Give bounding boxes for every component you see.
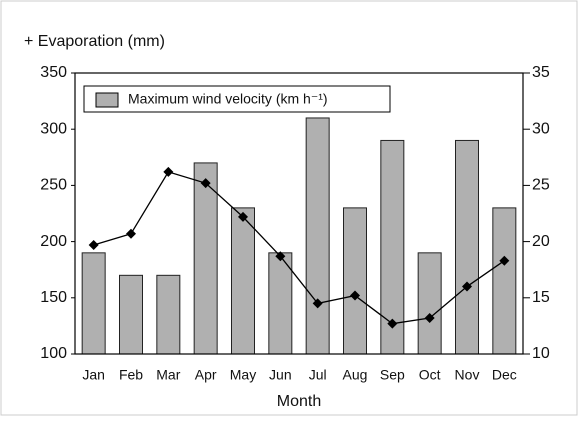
line-marker [200,178,211,189]
bar [156,274,181,355]
line-marker [387,318,398,329]
bar [193,162,218,355]
line-marker [275,251,286,262]
bar [231,207,255,355]
y-tick-label: 350 [40,64,67,81]
bar [492,207,517,355]
line [93,171,505,325]
line-marker [462,281,472,292]
x-tick-label: Nov [455,367,480,383]
x-axis-label: Month [277,393,321,410]
y2-tick-label: 20 [532,233,550,250]
y-tick-label: 250 [40,177,67,194]
bar-legend: Maximum wind velocity (km h⁻¹) [128,91,328,107]
line-marker [238,211,248,222]
line-marker [163,166,174,177]
plot-border [74,72,524,355]
y-tick-label: 300 [40,120,67,137]
bar [417,252,442,355]
bar [268,252,293,355]
line-marker [312,298,323,309]
x-tick-label: Jul [309,367,327,383]
x-tick-label: Jan [82,367,105,383]
line-marker [350,290,360,301]
x-tick-label: Mar [156,367,180,383]
x-tick-label: Feb [119,367,143,383]
y2-tick-label: 25 [532,177,550,194]
bar [305,117,330,355]
line-marker [126,228,136,239]
x-tick-label: Sep [380,367,405,383]
x-tick-label: Jun [269,367,292,383]
y-tick-label: 100 [40,345,67,362]
line-marker [424,313,435,324]
x-tick-label: Dec [492,367,517,383]
line-marker [88,239,99,250]
y2-tick-label: 30 [532,120,550,137]
y-tick-label: 200 [40,233,67,250]
legend-box [83,85,391,113]
y2-tick-label: 10 [532,345,550,362]
x-tick-label: Oct [419,367,441,383]
line-marker [499,255,510,266]
bar [81,252,106,355]
line-legend: + Evaporation (mm) [24,33,165,50]
y2-tick-label: 15 [532,289,550,306]
x-tick-label: May [230,367,256,383]
legend-swatch [95,92,119,108]
x-tick-label: Apr [195,367,217,383]
bar [119,274,143,355]
y2-tick-label: 35 [532,64,550,81]
bar [343,207,367,355]
y-tick-label: 150 [40,289,67,306]
bar [455,139,479,355]
x-tick-label: Aug [343,367,368,383]
